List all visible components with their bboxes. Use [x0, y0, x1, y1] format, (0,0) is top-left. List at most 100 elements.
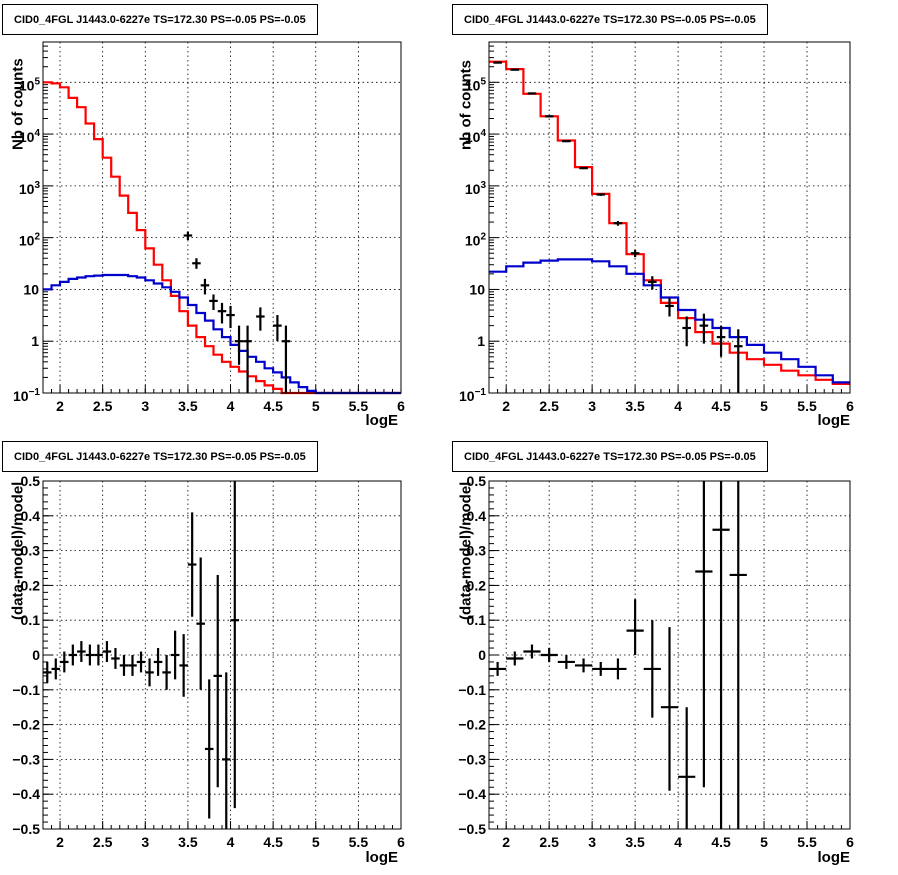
y-tick-label: 10 — [23, 281, 39, 297]
y-tick-label: −0.2 — [458, 717, 486, 733]
x-tick-label: 2 — [56, 834, 64, 850]
x-tick-label: 3 — [141, 398, 149, 414]
chart-title-box: CID0_4FGL J1443.0-6227e TS=172.30 PS=-0.… — [2, 441, 318, 472]
y-tick-label: 0.1 — [467, 612, 487, 628]
y-tick-label: 1 — [477, 333, 485, 349]
y-axis-label: nb of counts — [457, 60, 474, 150]
data-point — [643, 620, 661, 718]
data-point — [196, 557, 205, 690]
chart-title: CID0_4FGL J1443.0-6227e TS=172.30 PS=-0.… — [14, 451, 306, 463]
x-tick-label: 2 — [56, 398, 64, 414]
y-tick-label: 0.5 — [467, 473, 487, 489]
data-point — [540, 648, 558, 662]
x-tick-label: 3.5 — [178, 398, 198, 414]
plot-frame — [488, 480, 851, 830]
y-tick-label: 104 — [19, 128, 41, 145]
x-tick-label: 2 — [502, 834, 510, 850]
x-tick-label: 5 — [760, 398, 768, 414]
data-point — [630, 249, 640, 258]
x-tick-label: 3 — [141, 834, 149, 850]
x-tick-label: 4 — [674, 834, 682, 850]
data-point — [574, 658, 593, 673]
data-point — [596, 193, 606, 196]
data-point — [226, 305, 235, 328]
data-point — [281, 325, 291, 393]
x-tick-label: 2.5 — [539, 398, 559, 414]
data-point — [234, 325, 244, 365]
x-tick-label: 6 — [846, 834, 854, 850]
x-axis-label: logE — [818, 412, 851, 429]
data-point — [43, 661, 52, 683]
y-axis-label: (data-model)/model — [457, 482, 474, 620]
data-point — [626, 599, 644, 655]
y-tick-label: 0.4 — [467, 508, 487, 524]
y-tick-label: 0 — [32, 647, 40, 663]
data-point — [733, 329, 743, 393]
data-point — [111, 648, 120, 669]
y-tick-label: −0.1 — [458, 682, 486, 698]
data-point — [660, 627, 679, 791]
data-point — [256, 307, 265, 331]
model-histogram-line-1 — [43, 81, 401, 395]
data-point — [179, 634, 188, 697]
chart-title: CID0_4FGL J1443.0-6227e TS=172.30 PS=-0.… — [464, 451, 756, 463]
chart-panel-4: 2 2.5 3 3.5 4 4.5 5 5.5 6 −0.5 −0.4 −0.3 −0.2 −0.1 0 0.… — [452, 441, 854, 866]
x-tick-label: 3.5 — [178, 834, 198, 850]
y-tick-label: 103 — [19, 180, 41, 197]
data-point — [200, 278, 210, 295]
y-tick-label: 10−1 — [459, 387, 486, 404]
x-tick-label: 4.5 — [711, 398, 731, 414]
data-point — [230, 481, 240, 809]
chart-panel-1: 2 2.5 3 3.5 4 4.5 5 5.5 6 10−1 1 10 102 103 104 105 CID0… — [2, 4, 405, 429]
model-histogram-line-2 — [489, 258, 850, 384]
data-point — [77, 641, 86, 662]
chart-title: CID0_4FGL J1443.0-6227e TS=172.30 PS=-0.… — [14, 14, 306, 26]
data-point — [51, 658, 61, 680]
x-tick-label: 4 — [227, 834, 235, 850]
data-point — [562, 140, 571, 143]
data-point — [729, 481, 747, 829]
y-tick-label: 105 — [19, 76, 41, 93]
x-axis-label: logE — [366, 849, 399, 866]
x-tick-label: 6 — [397, 398, 405, 414]
plot-frame — [42, 480, 402, 830]
data-point — [153, 648, 163, 676]
data-point — [682, 316, 691, 347]
y-tick-label: 0.3 — [21, 543, 41, 559]
x-tick-label: 4 — [674, 398, 682, 414]
data-point — [527, 92, 537, 95]
y-tick-label: 0.1 — [21, 612, 41, 628]
y-tick-label: −0.1 — [12, 682, 40, 698]
x-tick-label: 3 — [588, 398, 596, 414]
data-point — [716, 325, 726, 357]
data-point — [510, 68, 520, 71]
y-tick-label: 102 — [465, 232, 487, 249]
plot-frame — [42, 41, 402, 394]
chart-title: CID0_4FGL J1443.0-6227e TS=172.30 PS=-0.… — [464, 14, 756, 26]
data-point — [699, 313, 709, 344]
y-tick-label: −0.5 — [458, 821, 486, 837]
x-axis-label: logE — [366, 412, 399, 429]
data-point — [273, 315, 282, 342]
y-tick-label: 0.3 — [467, 543, 487, 559]
plot-frame — [488, 41, 851, 394]
data-point — [678, 707, 696, 829]
data-point — [243, 325, 252, 393]
y-tick-label: −0.3 — [458, 751, 486, 767]
data-point — [145, 658, 154, 687]
y-tick-label: 0 — [478, 647, 486, 663]
x-tick-label: 3.5 — [625, 398, 645, 414]
data-point — [217, 302, 227, 324]
data-point — [695, 481, 713, 788]
x-tick-label: 2.5 — [93, 834, 113, 850]
data-point — [192, 258, 201, 269]
y-tick-label: 1 — [31, 333, 39, 349]
y-tick-label: 0.5 — [21, 473, 41, 489]
data-point — [209, 294, 218, 311]
x-tick-label: 5.5 — [797, 834, 817, 850]
y-tick-label: −0.2 — [12, 717, 40, 733]
data-point — [648, 276, 657, 290]
y-tick-label: −0.4 — [458, 786, 486, 802]
data-point — [68, 644, 78, 666]
